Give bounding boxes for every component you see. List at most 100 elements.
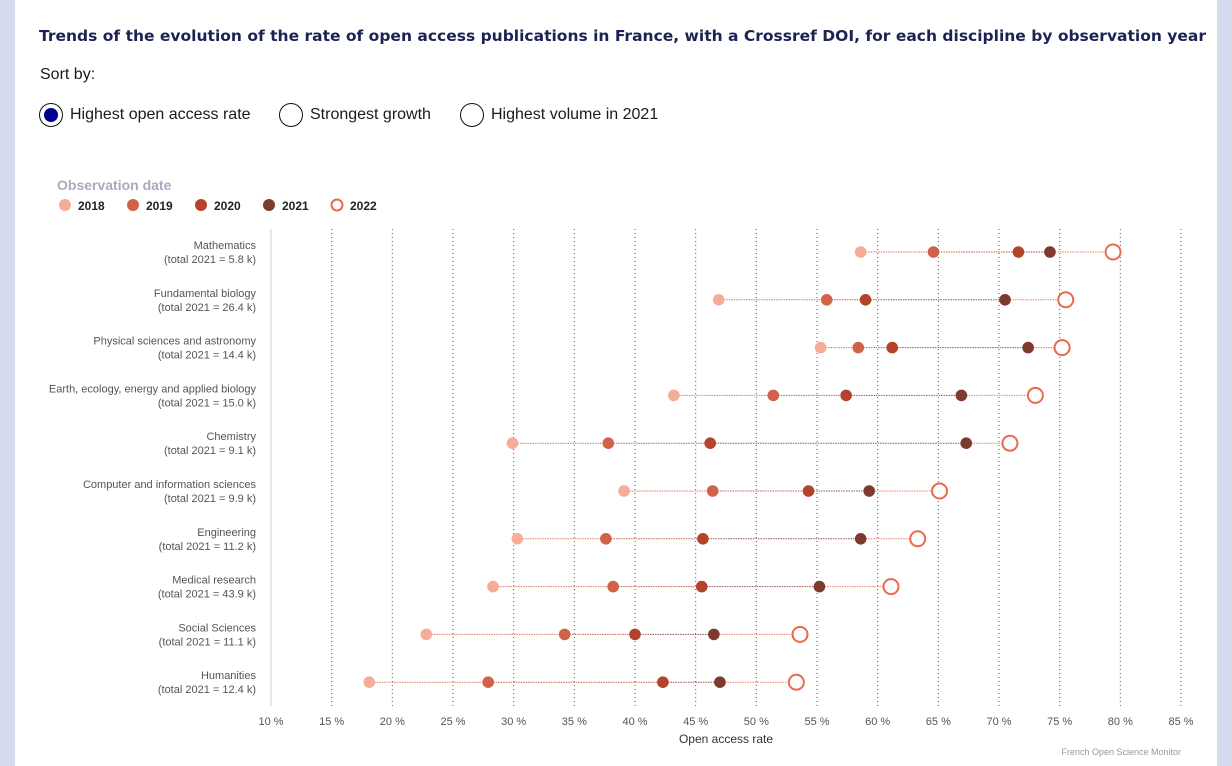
point-2021[interactable] [1044,246,1056,258]
point-2019[interactable] [600,533,612,545]
point-2020[interactable] [629,628,641,641]
point-2022[interactable] [931,482,949,500]
x-tick-label: 50 % [744,716,769,728]
point-2020[interactable] [695,580,708,593]
point-2020[interactable] [657,676,669,688]
point-2022[interactable] [787,673,805,691]
point-2022[interactable] [791,625,809,643]
category-total: (total 2021 = 15.0 k) [158,397,256,409]
category-label: Engineering [197,527,256,539]
x-tick-label: 35 % [562,716,587,728]
point-2020[interactable] [697,533,709,545]
x-axis-ticks: 10 % 15 % 20 % 25 % 30 % 35 % 40 % 45 % 50 % 55 %… [258,716,1193,728]
x-tick-label: 25 % [440,716,465,728]
legend-label-2022: 2022 [350,199,377,213]
point-2018[interactable] [618,485,630,497]
radio-button[interactable] [460,103,484,127]
point-2021[interactable] [813,580,826,593]
point-2019[interactable] [852,341,865,354]
category-row [487,578,900,596]
radio-button[interactable] [39,103,63,127]
x-tick-label: 55 % [804,716,829,728]
category-row [668,386,1044,404]
point-2020[interactable] [802,485,815,497]
point-2018[interactable] [506,437,519,450]
x-tick-label: 80 % [1108,716,1133,728]
point-2019[interactable] [820,294,833,306]
point-2018[interactable] [511,533,524,545]
point-2018[interactable] [814,341,827,354]
point-2018[interactable] [668,389,680,402]
point-2021[interactable] [1022,341,1034,354]
chart-card: Trends of the evolution of the rate of o… [15,0,1217,766]
point-2021[interactable] [960,437,973,450]
legend-marker-2021 [263,199,275,211]
point-2021[interactable] [863,485,875,497]
x-tick-label: 40 % [622,716,647,728]
x-axis-label: Open access rate [679,732,773,746]
legend-title: Observation date [57,177,172,193]
y-axis-labels: Mathematics (total 2021 = 5.8 k) Fundament… [49,240,257,696]
point-2021[interactable] [955,389,968,402]
point-2020[interactable] [1012,246,1025,258]
category-row [363,673,805,691]
point-2020[interactable] [704,437,717,450]
legend-label-2019: 2019 [146,199,173,213]
category-total: (total 2021 = 43.9 k) [158,589,256,601]
category-label: Earth, ecology, energy and applied biolo… [49,383,257,395]
x-tick-label: 85 % [1168,716,1193,728]
point-2019[interactable] [706,485,719,497]
point-2021[interactable] [854,533,867,545]
x-tick-label: 15 % [319,716,344,728]
point-2020[interactable] [859,294,872,306]
category-total: (total 2021 = 12.4 k) [158,684,256,696]
sort-label: Sort by: [40,66,96,83]
point-2019[interactable] [602,437,615,450]
point-2018[interactable] [420,628,433,641]
category-label: Chemistry [206,431,256,443]
legend-label-2020: 2020 [214,199,241,213]
category-row [420,625,809,643]
point-2019[interactable] [767,389,780,402]
category-label: Social Sciences [178,622,256,634]
sort-option-label: Highest volume in 2021 [491,106,659,123]
category-total: (total 2021 = 11.2 k) [159,541,256,553]
category-row [712,291,1075,309]
point-2020[interactable] [886,341,899,354]
point-2019[interactable] [558,628,571,641]
category-row [506,434,1019,452]
point-2021[interactable] [708,628,720,641]
point-2019[interactable] [482,676,494,688]
category-row [618,482,949,500]
legend-marker-2022 [330,198,344,212]
grid [270,229,1182,706]
point-2019[interactable] [927,246,940,258]
category-row [511,530,927,548]
point-2018[interactable] [487,580,499,593]
point-2021[interactable] [999,294,1011,306]
point-2022[interactable] [1001,434,1019,452]
point-2022[interactable] [909,530,927,548]
point-2019[interactable] [607,580,619,593]
x-tick-label: 65 % [926,716,951,728]
point-2022[interactable] [1053,339,1071,357]
point-2022[interactable] [1026,386,1044,404]
point-2020[interactable] [840,389,852,402]
x-tick-label: 45 % [683,716,708,728]
point-2018[interactable] [712,294,725,306]
point-2021[interactable] [714,676,726,688]
category-label: Medical research [172,575,256,587]
plot-area [363,243,1122,691]
category-total: (total 2021 = 11.1 k) [159,636,256,648]
legend-label-2021: 2021 [282,199,309,213]
chart-credit: French Open Science Monitor [1061,747,1181,757]
point-2022[interactable] [1057,291,1075,309]
point-2018[interactable] [363,676,376,688]
chart-title: Trends of the evolution of the rate of o… [39,27,1207,45]
category-total: (total 2021 = 14.4 k) [158,350,256,362]
point-2022[interactable] [1104,243,1122,261]
radio-button[interactable] [279,103,303,127]
point-2022[interactable] [882,578,900,596]
point-2018[interactable] [854,246,867,258]
category-label: Humanities [201,670,257,682]
